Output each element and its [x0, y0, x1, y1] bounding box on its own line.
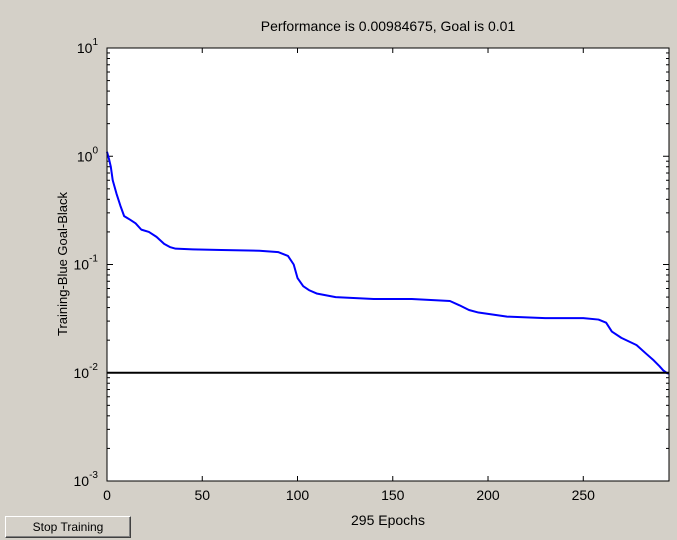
x-tick-label: 0 — [103, 487, 111, 503]
x-tick-label: 200 — [476, 487, 500, 503]
chart-series — [106, 151, 670, 375]
x-tick-label: 150 — [381, 487, 405, 503]
y-tick-label: 10-1 — [74, 254, 99, 273]
stop-training-button[interactable]: Stop Training — [5, 516, 131, 538]
x-tick-label: 100 — [286, 487, 310, 503]
y-tick-label: 10-3 — [74, 470, 99, 489]
y-tick-label: 100 — [77, 145, 99, 164]
x-axis-label: 295 Epochs — [351, 512, 425, 528]
y-tick-label: 101 — [77, 37, 99, 56]
chart-title: Performance is 0.00984675, Goal is 0.01 — [261, 18, 516, 34]
training-line — [106, 151, 670, 375]
x-tick-label: 250 — [572, 487, 596, 503]
y-axis-label: Training-Blue Goal-Black — [55, 191, 70, 336]
axis-ticks: 0 50 100 150 200 250 101 100 10-1 10-2 10-3 — [74, 37, 669, 503]
x-tick-label: 50 — [194, 487, 210, 503]
plot-frame — [106, 47, 670, 482]
y-tick-label: 10-2 — [74, 362, 99, 381]
plot-area — [107, 48, 669, 481]
